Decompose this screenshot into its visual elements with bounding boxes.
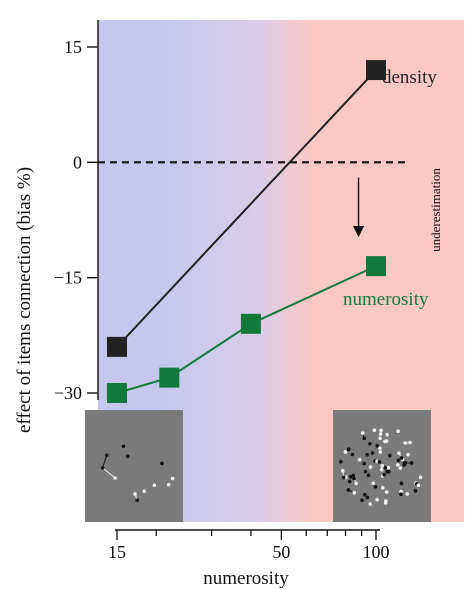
x-tick-label: 50 — [272, 542, 290, 562]
data-point-density — [366, 60, 386, 81]
y-tick-label: 0 — [73, 152, 82, 172]
underestimation-label: underestimation — [428, 168, 443, 252]
sparse-dots-inset — [85, 410, 183, 522]
y-tick-label: 15 — [64, 37, 82, 57]
data-point-numerosity — [107, 383, 127, 403]
series-label-numerosity: numerosity — [343, 289, 429, 310]
data-point-density — [107, 336, 127, 357]
y-axis-label: effect of items connection (bias %) — [14, 167, 35, 433]
x-tick-label: 100 — [363, 542, 390, 562]
dense-dots-inset — [333, 410, 431, 522]
series-line-density — [116, 69, 377, 348]
data-point-numerosity — [366, 256, 386, 277]
y-tick-label: −30 — [54, 383, 82, 403]
series-label-density: density — [382, 67, 437, 88]
x-axis-label: numerosity — [203, 568, 289, 589]
x-tick-label: 15 — [108, 542, 126, 562]
data-point-numerosity — [159, 367, 180, 388]
data-point-numerosity — [240, 313, 261, 334]
y-tick-label: −15 — [54, 268, 82, 288]
series-line-numerosity — [116, 265, 377, 394]
